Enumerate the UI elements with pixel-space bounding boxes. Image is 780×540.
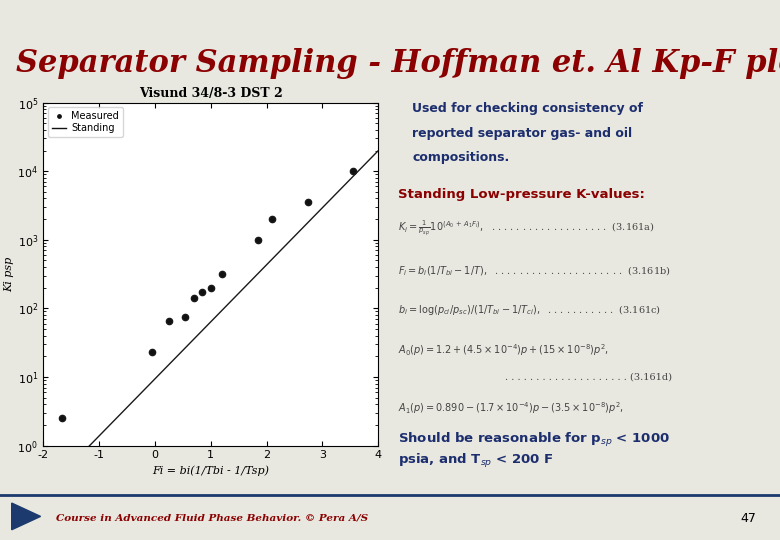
Text: $K_i = \frac{1}{p_{sp}} 10^{(A_0\,+\,A_1 F_i)},$  . . . . . . . . . . . . . . . : $K_i = \frac{1}{p_{sp}} 10^{(A_0\,+\,A_1… — [398, 219, 654, 238]
Y-axis label: Ki psp: Ki psp — [5, 256, 15, 292]
Text: Separator Sampling - Hoffman et. Al Kp-F plot: Separator Sampling - Hoffman et. Al Kp-F… — [16, 48, 780, 79]
Text: Standing Low-pressure K-values:: Standing Low-pressure K-values: — [398, 188, 644, 201]
Text: $A_1(p) = 0.890 - (1.7 \times 10^{-4})p - (3.5 \times 10^{-8})p^2,$: $A_1(p) = 0.890 - (1.7 \times 10^{-4})p … — [398, 400, 623, 416]
Text: $b_i = \log(p_{ci}/p_{sc})/(1/T_{bi} - 1/T_{ci}),$  . . . . . . . . . . .  (3.16: $b_i = \log(p_{ci}/p_{sc})/(1/T_{bi} - 1… — [398, 303, 661, 317]
Title: Visund 34/8-3 DST 2: Visund 34/8-3 DST 2 — [139, 87, 282, 100]
X-axis label: Fi = bi(1/Tbi - 1/Tsp): Fi = bi(1/Tbi - 1/Tsp) — [152, 466, 269, 476]
Text: Course in Advanced Fluid Phase Behavior. © Pera A/S: Course in Advanced Fluid Phase Behavior.… — [56, 514, 368, 523]
Text: compositions.: compositions. — [413, 151, 509, 165]
Text: 47: 47 — [741, 512, 757, 525]
Legend: Measured, Standing: Measured, Standing — [48, 107, 122, 137]
Text: reported separator gas- and oil: reported separator gas- and oil — [413, 126, 633, 139]
Polygon shape — [12, 503, 41, 530]
Text: . . . . . . . . . . . . . . . . . . . . (3.161d): . . . . . . . . . . . . . . . . . . . . … — [505, 372, 672, 381]
Text: $A_0(p) = 1.2 + (4.5 \times 10^{-4})p + (15 \times 10^{-8})p^2,$: $A_0(p) = 1.2 + (4.5 \times 10^{-4})p + … — [398, 342, 608, 357]
Text: Should be reasonable for p$_{sp}$ < 1000
psia, and T$_{sp}$ < 200 F: Should be reasonable for p$_{sp}$ < 1000… — [398, 431, 669, 470]
Text: $F_i = b_i(1/T_{bi} - 1/T),$  . . . . . . . . . . . . . . . . . . . . .  (3.161b: $F_i = b_i(1/T_{bi} - 1/T),$ . . . . . .… — [398, 264, 670, 278]
Text: Used for checking consistency of: Used for checking consistency of — [413, 103, 644, 116]
